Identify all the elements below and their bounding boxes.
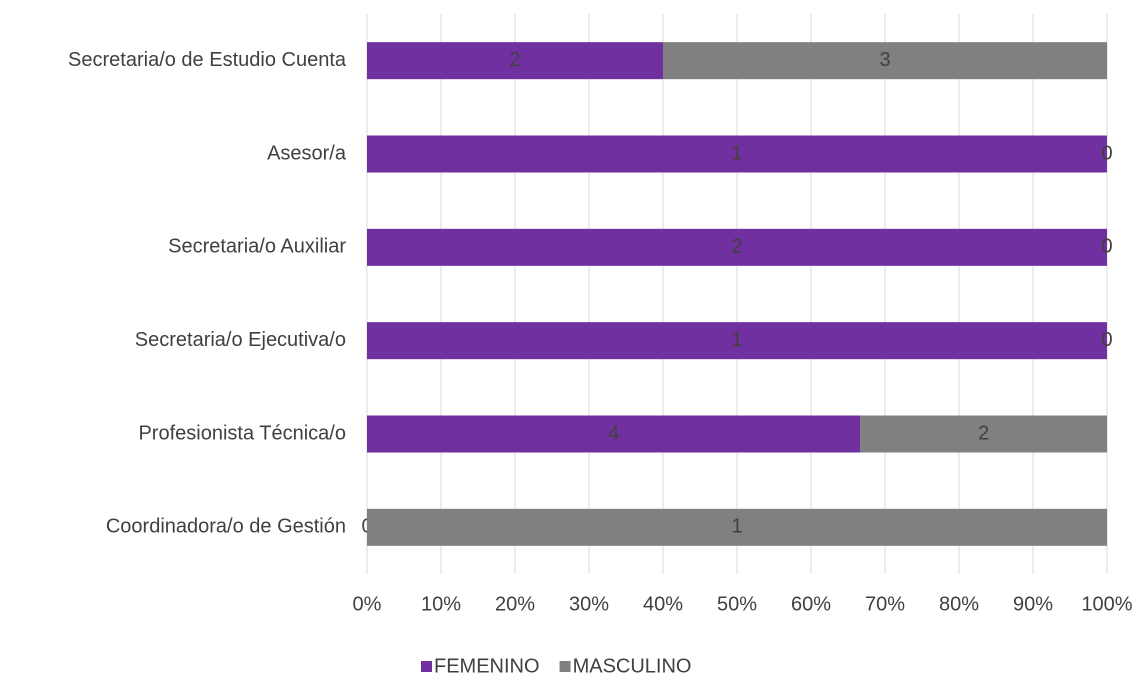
x-tick-label: 80% [939, 593, 979, 615]
data-label: 2 [509, 49, 520, 71]
x-tick-label: 50% [717, 593, 757, 615]
bar-segment [367, 228, 1107, 266]
x-tick-label: 0% [353, 593, 382, 615]
x-tick-label: 70% [865, 593, 905, 615]
data-label: 2 [731, 236, 742, 258]
y-tick-label: Secretaria/o Auxiliar [168, 236, 346, 258]
data-label: 1 [731, 142, 742, 164]
data-label: 4 [608, 422, 619, 444]
x-tick-label: 10% [421, 593, 461, 615]
data-label: 0 [1101, 236, 1112, 258]
x-tick-label: 30% [569, 593, 609, 615]
x-tick-label: 90% [1013, 593, 1053, 615]
data-label: 1 [731, 329, 742, 351]
data-label: 0 [1101, 142, 1112, 164]
y-tick-label: Coordinadora/o de Gestión [106, 516, 346, 538]
data-label: 0 [1101, 329, 1112, 351]
bar-segment [367, 135, 1107, 173]
legend-swatch [559, 661, 571, 672]
bar-segment [367, 322, 1107, 360]
bar-segment [860, 415, 1107, 453]
data-label: 1 [731, 516, 742, 538]
legend-label: FEMENINO [434, 655, 540, 677]
bar-segment [367, 42, 663, 80]
legend-label: MASCULINO [573, 655, 692, 677]
y-tick-label: Secretaria/o de Estudio Cuenta [68, 49, 347, 71]
bar-segment [367, 508, 1107, 546]
x-tick-label: 100% [1081, 593, 1132, 615]
bar-segment [663, 42, 1107, 80]
x-tick-label: 60% [791, 593, 831, 615]
bar-segment [367, 415, 861, 453]
data-label: 2 [978, 422, 989, 444]
y-tick-label: Secretaria/o Ejecutiva/o [135, 329, 346, 351]
y-tick-label: Asesor/a [267, 142, 347, 164]
x-tick-label: 20% [495, 593, 535, 615]
x-tick-label: 40% [643, 593, 683, 615]
data-label: 3 [879, 49, 890, 71]
y-tick-label: Profesionista Técnica/o [138, 422, 346, 444]
legend-swatch [421, 661, 432, 672]
